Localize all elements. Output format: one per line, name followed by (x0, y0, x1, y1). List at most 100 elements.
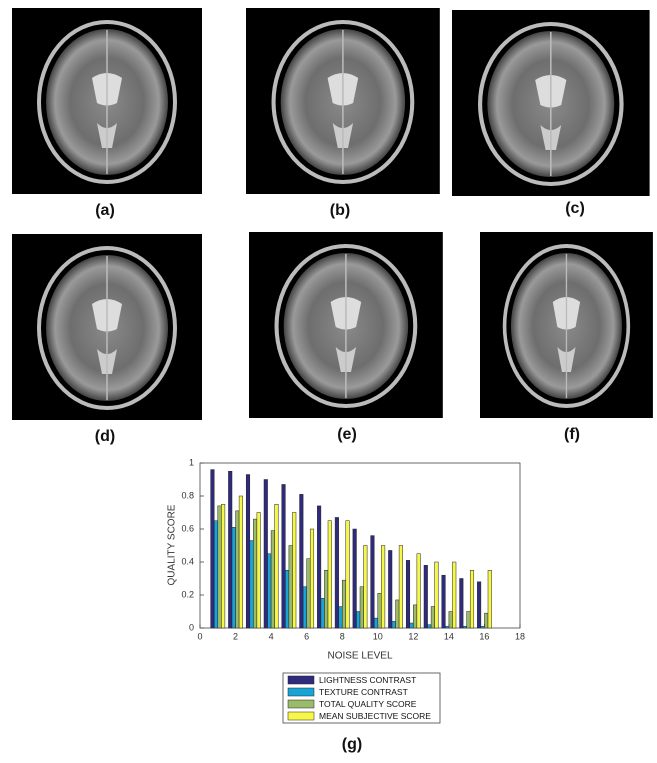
bar (441, 574, 446, 629)
x-tick-label: 0 (197, 631, 202, 641)
image-d (10, 232, 204, 422)
bar (423, 565, 428, 629)
bar (320, 598, 325, 629)
y-axis-label: QUALITY SCORE (167, 504, 178, 585)
legend-label: TOTAL QUALITY SCORE (319, 699, 417, 709)
bar (317, 505, 322, 629)
legend-swatch (287, 675, 315, 685)
bar (466, 611, 471, 629)
bar (462, 626, 467, 629)
bar (413, 604, 418, 629)
bar (210, 469, 215, 629)
bar (228, 471, 233, 629)
panel-label: (g) (342, 736, 362, 753)
bar (299, 494, 304, 629)
bar (327, 520, 332, 629)
image-c (452, 10, 650, 196)
bar (267, 553, 272, 629)
bar (292, 512, 297, 629)
bar (469, 570, 475, 629)
bar (373, 617, 379, 629)
bar (487, 570, 492, 629)
bar (256, 512, 261, 629)
image-b (246, 8, 440, 194)
bar (288, 545, 293, 629)
bar (381, 545, 386, 629)
bar (359, 586, 364, 629)
bar (445, 626, 450, 629)
y-tick-label: 1 (189, 457, 194, 467)
bar (388, 550, 393, 629)
bar (459, 578, 464, 629)
bar (302, 586, 307, 629)
bar (324, 570, 329, 629)
x-tick-label: 16 (479, 631, 489, 641)
x-axis-label: NOISE LEVEL (327, 651, 392, 662)
bar (345, 520, 350, 629)
bar (309, 528, 315, 629)
bar (356, 611, 361, 629)
bar (434, 561, 439, 629)
x-tick-label: 10 (373, 631, 383, 641)
x-tick-label: 8 (340, 631, 345, 641)
image-f (478, 230, 655, 420)
image-a (10, 6, 204, 196)
bar (480, 626, 485, 629)
x-tick-label: 18 (515, 631, 525, 641)
bar (409, 622, 414, 629)
bar (477, 581, 482, 629)
bar (217, 505, 222, 629)
legend-swatch (287, 699, 315, 709)
bar (452, 561, 457, 629)
panel-label: (b) (330, 202, 350, 219)
bar (221, 504, 226, 629)
bar (427, 624, 432, 629)
bar (249, 540, 254, 629)
bar (405, 560, 411, 629)
y-tick-label: 0.6 (181, 523, 194, 533)
bar (341, 579, 347, 629)
image-e (249, 232, 443, 418)
legend-swatch (287, 711, 315, 721)
y-tick-label: 0.8 (181, 490, 194, 500)
bar (263, 479, 268, 629)
bar (235, 510, 240, 629)
bar (448, 611, 453, 629)
legend-label: TEXTURE CONTRAST (319, 687, 408, 697)
panel-label: (d) (95, 428, 115, 445)
x-tick-label: 14 (444, 631, 454, 641)
bar (306, 558, 311, 629)
bar (245, 474, 251, 629)
bar (270, 530, 275, 629)
bar (285, 570, 290, 629)
x-tick-label: 6 (304, 631, 309, 641)
panel-label: (f) (564, 426, 580, 443)
bar (416, 553, 421, 629)
bar (377, 593, 382, 629)
bar (391, 621, 396, 629)
legend-label: MEAN SUBJECTIVE SCORE (319, 711, 431, 721)
y-tick-label: 0 (189, 622, 194, 632)
legend-label: LIGHTNESS CONTRAST (319, 675, 416, 685)
legend-swatch (287, 687, 315, 697)
x-tick-label: 2 (233, 631, 238, 641)
bar (370, 535, 375, 629)
bar (238, 495, 243, 629)
x-tick-label: 4 (269, 631, 274, 641)
x-tick-label: 12 (408, 631, 418, 641)
bar (395, 599, 400, 629)
bar (352, 528, 357, 629)
bar (334, 517, 339, 629)
bar (338, 606, 343, 629)
bar (213, 520, 219, 629)
panel-label: (e) (337, 426, 357, 443)
y-tick-label: 0.4 (181, 556, 194, 566)
bar (253, 518, 258, 629)
bar (484, 612, 489, 629)
bar (430, 606, 435, 629)
bar (363, 545, 368, 629)
panel-label: (c) (565, 200, 585, 217)
bar (281, 484, 286, 629)
panel-label: (a) (95, 202, 115, 219)
